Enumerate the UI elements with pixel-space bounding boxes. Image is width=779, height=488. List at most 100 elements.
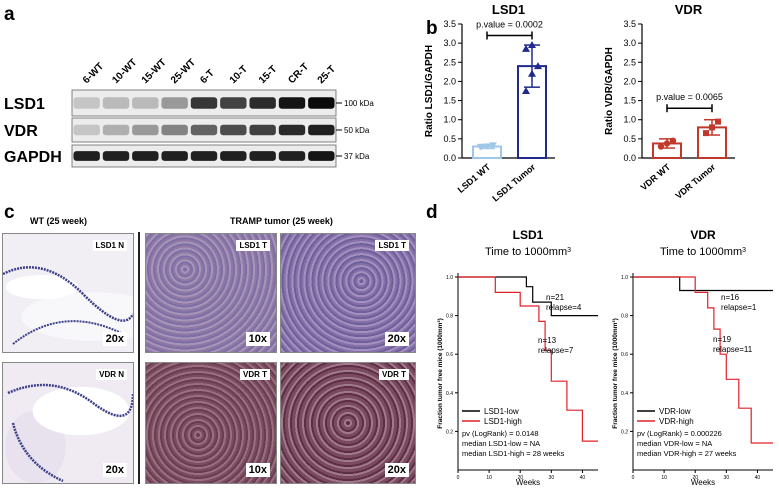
row-label: GAPDH <box>4 149 62 166</box>
x-tick-label: 30 <box>724 475 730 481</box>
blot-band <box>220 97 247 109</box>
panel-label-d: d <box>426 202 438 223</box>
y-tick-label: 2.5 <box>443 57 456 67</box>
p-value-label: p.value = 0.0065 <box>656 92 723 102</box>
lane-label: 10-T <box>228 64 250 86</box>
stat-text: median LSD1-high = 28 weeks <box>462 449 565 458</box>
micrograph-lsd1-wt-20x: LSD1 N 20x <box>2 233 134 353</box>
lane-label: 10-WT <box>110 57 139 86</box>
marker-label: 100 kDa <box>344 99 374 108</box>
y-tick-label: 1.0 <box>621 275 628 281</box>
x-tick-label: 10 <box>486 475 492 481</box>
data-point <box>528 69 536 77</box>
y-axis-label: Ratio LSD1/GAPDH <box>424 45 435 137</box>
stat-text: median VDR-high = 27 weeks <box>637 449 737 458</box>
data-point <box>709 124 715 131</box>
y-axis-label: Fraction tumor free mice (1000mm³) <box>437 318 444 429</box>
legend-label: VDR-high <box>659 417 694 426</box>
blot-band <box>220 124 247 136</box>
y-tick-label: 3.5 <box>443 19 456 29</box>
lane-label: 25-WT <box>169 57 198 86</box>
stat-text: median LSD1-low = NA <box>462 439 540 448</box>
y-tick-label: 1.0 <box>443 115 456 125</box>
micrograph-tag: VDR N <box>96 369 127 380</box>
y-tick-label: 2.0 <box>443 76 456 86</box>
magnification-label: 10x <box>245 332 270 346</box>
y-tick-label: 3.5 <box>623 19 636 29</box>
x-tick-label: 20 <box>692 475 698 481</box>
x-tick-label: 0 <box>457 475 460 481</box>
blot-band <box>132 97 159 109</box>
blot-band <box>278 97 306 109</box>
panel-label-b: b <box>426 18 438 39</box>
blot-band <box>102 151 130 161</box>
chart-title: LSD1 <box>492 2 525 17</box>
y-tick-label: 0.2 <box>621 429 628 435</box>
blot-band <box>249 97 276 109</box>
chart-subtitle: Time to 1000mm3 <box>485 246 571 258</box>
blot-band <box>102 124 130 136</box>
y-tick-label: 3.0 <box>623 38 636 48</box>
lane-label: 15-T <box>257 64 279 86</box>
blot-band <box>308 97 335 109</box>
survival-curve <box>633 276 773 444</box>
micrograph-tag: VDR T <box>379 369 409 380</box>
data-point <box>483 143 491 150</box>
y-tick-label: 0.4 <box>446 391 453 397</box>
marker-label: 50 kDa <box>344 126 370 135</box>
y-tick-label: 0.5 <box>623 134 636 144</box>
y-axis-label: Ratio VDR/GAPDH <box>604 47 615 135</box>
survival-curve <box>633 276 773 292</box>
data-point <box>669 137 677 144</box>
lane-label: 25-T <box>316 64 338 86</box>
survival-curve <box>458 276 598 317</box>
micrograph-vdr-tumor-10x: VDR T 10x <box>145 362 277 484</box>
chart-title: VDR <box>675 2 703 17</box>
data-point <box>663 140 671 147</box>
blot-band <box>161 151 188 161</box>
lane-label: 6-T <box>198 68 216 86</box>
data-point <box>657 143 665 150</box>
stat-text: pv (LogRank) = 0.0148 <box>462 429 539 438</box>
section-divider <box>138 232 140 484</box>
curve-annotation: relapse=11 <box>713 345 753 354</box>
curve-annotation: relapse=4 <box>546 303 582 312</box>
x-tick-label: 10 <box>661 475 667 481</box>
blot-band <box>73 124 100 136</box>
y-tick-label: 0.8 <box>446 314 453 320</box>
stat-text: pv (LogRank) = 0.000226 <box>637 429 722 438</box>
data-point <box>703 130 709 137</box>
y-tick-label: 0.5 <box>443 134 456 144</box>
category-label: VDR Tumor <box>673 162 717 201</box>
y-tick-label: 1.0 <box>446 275 453 281</box>
micrograph-vdr-tumor-20x: VDR T 20x <box>280 362 416 484</box>
tumor-title: TRAMP tumor (25 week) <box>230 216 333 226</box>
data-point <box>534 62 542 70</box>
x-tick-label: 30 <box>549 475 555 481</box>
legend-label: LSD1-high <box>484 417 522 426</box>
blot-band <box>190 124 218 136</box>
data-point <box>522 44 530 52</box>
curve-annotation: n=16 <box>721 293 740 302</box>
data-point <box>522 87 530 94</box>
micrograph-vdr-wt-20x: VDR N 20x <box>2 362 134 484</box>
blot-band <box>278 151 306 161</box>
y-tick-label: 0.2 <box>446 429 453 435</box>
blot-band <box>220 151 247 161</box>
blot-band <box>161 97 188 109</box>
western-blot: 6-WT 10-WT 15-WT 25-WT 6-T 10-T 15-T CR-T 25-T LS… <box>4 57 374 168</box>
p-value-label: p.value = 0.0002 <box>476 19 543 29</box>
y-tick-label: 0.0 <box>623 153 636 163</box>
marker-label: 37 kDa <box>344 152 370 161</box>
stat-text: median VDR-low = NA <box>637 439 712 448</box>
curve-annotation: n=21 <box>546 293 565 302</box>
blot-band <box>132 151 159 161</box>
magnification-label: 20x <box>102 463 127 477</box>
y-tick-label: 1.0 <box>623 115 636 125</box>
lsd1-survival-chart: LSD1 Time to 1000mm3 0.2 0.4 0.6 0.8 1.0 0 10 20 3… <box>437 228 598 487</box>
survival-curve <box>458 276 598 442</box>
micrograph-tag: LSD1 T <box>375 240 409 251</box>
curve-annotation: n=19 <box>713 335 732 344</box>
panel-label-a: a <box>4 4 15 25</box>
blot-band <box>161 124 188 136</box>
